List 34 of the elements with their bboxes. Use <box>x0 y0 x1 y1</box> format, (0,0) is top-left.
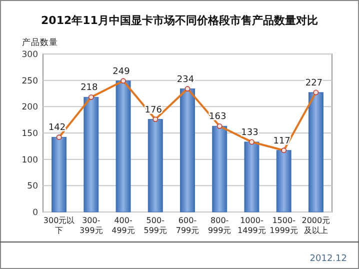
y-tick-label: 50 <box>27 182 38 192</box>
data-label: 218 <box>80 83 98 94</box>
data-label: 234 <box>176 74 194 85</box>
data-label: 133 <box>241 128 258 138</box>
bar <box>180 88 195 212</box>
bar <box>308 92 324 212</box>
data-label: 142 <box>48 123 66 134</box>
y-axis-title: 产品数量 <box>22 37 58 48</box>
bar <box>116 80 131 212</box>
x-tick-label: 500-599元 <box>144 216 168 235</box>
chart-title: 2012年11月中国显卡市场不同价格段市售产品数量对比 <box>41 14 318 27</box>
x-tick-label: 1000-1499元 <box>238 216 266 235</box>
x-tick-label: 2000元及以上 <box>302 216 330 235</box>
x-tick-label: 400-499元 <box>112 216 135 235</box>
y-tick-label: 200 <box>22 102 38 113</box>
data-label: 227 <box>305 78 323 88</box>
bar <box>148 119 163 212</box>
y-tick-label: 300 <box>22 50 38 60</box>
y-tick-label: 250 <box>22 76 38 86</box>
bar <box>276 150 292 212</box>
x-tick-label: 300-399元 <box>80 216 103 235</box>
x-tick-label: 600-799元 <box>176 216 200 235</box>
x-tick-label: 800-999元 <box>208 216 232 235</box>
data-label: 249 <box>112 66 130 77</box>
x-tick-label: 1500-1999元 <box>270 216 298 235</box>
bar <box>212 126 228 212</box>
x-tick-label: 300元以下 <box>43 216 75 235</box>
bar <box>52 136 67 212</box>
text: 2012.12 <box>310 254 347 264</box>
y-tick-label: 100 <box>22 155 38 166</box>
y-tick-label: 0 <box>32 208 38 218</box>
bar <box>244 142 260 212</box>
bar <box>84 96 99 212</box>
y-tick-label: 150 <box>22 129 38 139</box>
